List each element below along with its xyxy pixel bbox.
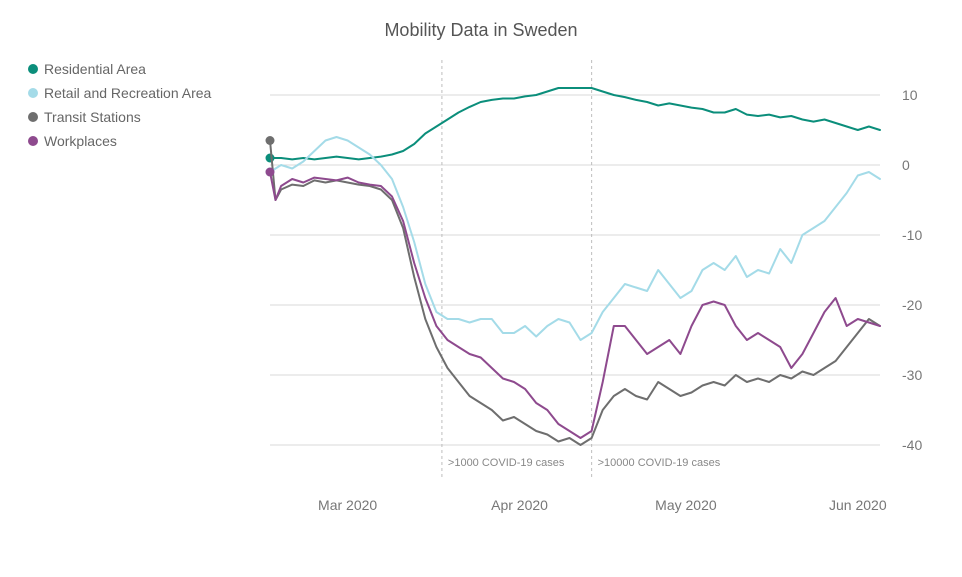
series-line: [270, 141, 880, 446]
x-tick-label: Jun 2020: [829, 497, 887, 513]
series-start-marker-icon: [266, 154, 275, 163]
y-tick-label: -20: [902, 297, 922, 313]
y-tick-label: -40: [902, 437, 922, 453]
y-tick-label: -10: [902, 227, 922, 243]
reference-line-label: >10000 COVID-19 cases: [598, 457, 721, 469]
series-line: [270, 137, 880, 340]
mobility-chart: Mobility Data in Sweden Residential Area…: [0, 0, 962, 577]
reference-line-label: >1000 COVID-19 cases: [448, 457, 565, 469]
y-tick-label: 0: [902, 157, 910, 173]
y-tick-label: 10: [902, 87, 918, 103]
series-start-marker-icon: [266, 136, 275, 145]
x-tick-label: Mar 2020: [318, 497, 377, 513]
x-tick-label: Apr 2020: [491, 497, 548, 513]
y-tick-label: -30: [902, 367, 922, 383]
series-start-marker-icon: [266, 168, 275, 177]
x-tick-label: May 2020: [655, 497, 717, 513]
chart-svg: 10 0 -10 -20 -30 -40 Mar 2020 Apr 2020 May 2020 J…: [0, 0, 962, 577]
